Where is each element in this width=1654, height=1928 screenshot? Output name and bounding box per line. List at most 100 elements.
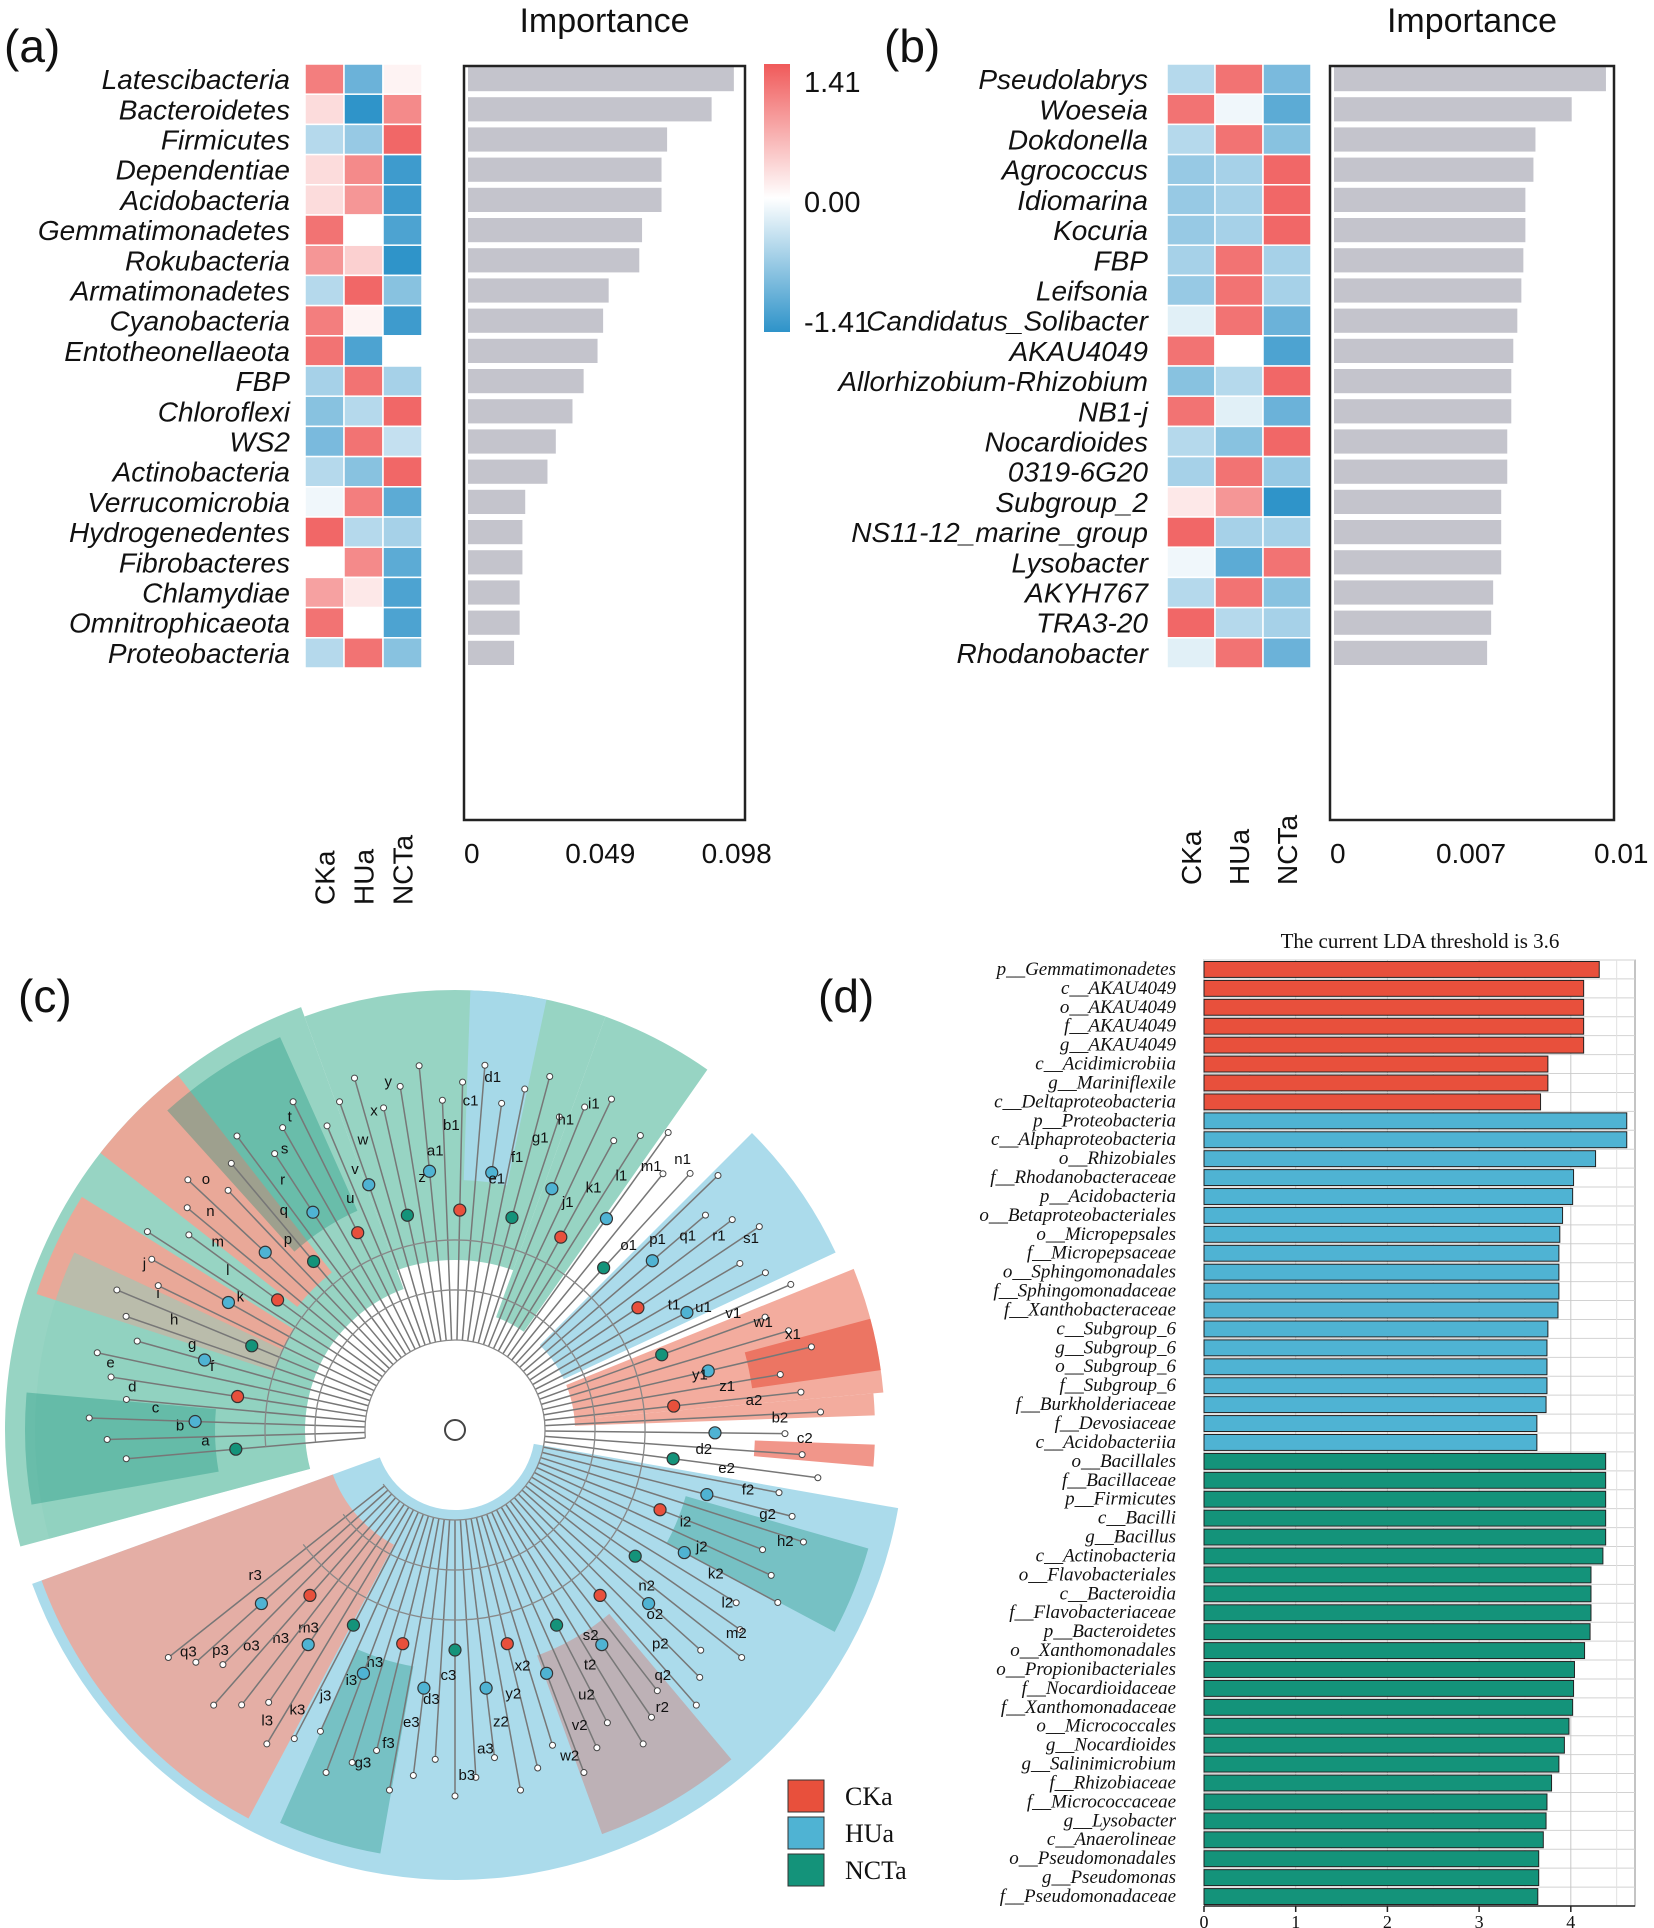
heatmap-cell-hua <box>1214 637 1264 669</box>
clade-sector-hua <box>463 990 547 1186</box>
cladogram-branch <box>538 1461 763 1551</box>
lda-x-tick-label: 4 <box>1566 1912 1575 1928</box>
lda-label-c-subgroup-6: c__Subgroup_6 <box>1056 1318 1176 1339</box>
importance-bar <box>468 640 515 665</box>
heatmap-cell-ncta <box>1262 123 1312 156</box>
cladogram-node-label: k1 <box>586 1179 602 1196</box>
lda-bar-c-deltaproteobacteria <box>1203 1093 1542 1111</box>
heatmap-cell-cka <box>304 335 345 367</box>
cladogram-leaf-node <box>807 1343 815 1351</box>
cladogram-marker-node-hua <box>356 1666 371 1680</box>
heatmap-cell-ncta <box>382 395 423 428</box>
heatmap-cell-cka <box>304 93 345 126</box>
heatmap-cell-ncta <box>382 63 423 95</box>
cladogram-branch <box>125 1315 371 1402</box>
cladogram-leaf-node <box>610 1137 618 1145</box>
cladogram-node-label: y2 <box>505 1686 521 1703</box>
cladogram-branch <box>543 1446 780 1494</box>
cladogram-leaf-node <box>472 1773 480 1781</box>
row-label-firmicutes: Firmicutes <box>161 125 290 156</box>
lda-label-c-akau4049: c__AKAU4049 <box>1061 978 1177 999</box>
cladogram-marker-node-hua <box>545 1182 559 1196</box>
x-tick-label: 0.098 <box>702 838 772 869</box>
cladogram-leaf-node <box>696 1673 704 1681</box>
cladogram-node-label: m2 <box>726 1625 747 1642</box>
row-label-allorhizobium-rhizobium: Allorhizobium-Rhizobium <box>836 366 1148 397</box>
cladogram-marker-node-ncta <box>666 1452 680 1466</box>
cladogram-node-label: r <box>280 1171 285 1188</box>
heatmap-cell-cka <box>304 425 345 458</box>
importance-bar <box>1334 520 1502 545</box>
lda-label-c-deltaproteobacteria: c__Deltaproteobacteria <box>994 1091 1176 1112</box>
cladogram-leaf-node <box>185 1231 193 1239</box>
cladogram-node-label: f2 <box>742 1482 755 1499</box>
heatmap-cell-cka <box>1166 576 1216 609</box>
cladogram-marker-node-hua <box>599 1212 614 1226</box>
cladogram-leaf-node <box>385 1786 393 1794</box>
cladogram-branch <box>213 1497 397 1706</box>
row-label-nocardioides: Nocardioides <box>985 427 1148 458</box>
heatmap-cell-ncta <box>1262 214 1312 246</box>
cladogram-leaf-node <box>122 1395 130 1403</box>
cladogram-leaf-node <box>148 1255 156 1263</box>
heatmap-cell-hua <box>343 335 384 367</box>
lda-label-p-firmicutes: p__Firmicutes <box>1063 1489 1176 1510</box>
cladogram-branch <box>319 1511 419 1732</box>
lda-bar-c-actinobacteria <box>1203 1547 1604 1565</box>
heatmap-column-label: HUa <box>349 849 380 905</box>
lda-bar-f-akau4049 <box>1203 1017 1585 1035</box>
cladogram-node-label: m3 <box>298 1620 319 1637</box>
cladogram-marker-node-hua <box>595 1637 609 1652</box>
chart-title: Importance <box>519 2 689 40</box>
cladogram-node-label: b1 <box>443 1117 460 1134</box>
clade-sector-ncta <box>35 1252 320 1539</box>
lda-bar-c-subgroup-6 <box>1203 1320 1549 1338</box>
cladogram-leaf-node <box>143 1228 151 1236</box>
cladogram-leaf-node <box>265 1698 273 1706</box>
cladogram-branch <box>482 1116 561 1345</box>
row-label-idiomarina: Idiomarina <box>1017 185 1148 216</box>
heatmap-cell-ncta <box>382 123 423 156</box>
cladogram-node-label: m1 <box>641 1158 662 1175</box>
lda-label-o-propionibacteriales: o__Propionibacteriales <box>996 1659 1176 1680</box>
cladogram-node-label: i3 <box>346 1672 358 1689</box>
cladogram-leaf-node <box>775 1489 783 1497</box>
lda-label-g-nocardioides: g__Nocardioides <box>1046 1735 1176 1756</box>
cladogram-node-label: a2 <box>746 1392 763 1409</box>
cladogram-marker-node-cka <box>351 1226 365 1240</box>
cladogram-leaf-node <box>788 1512 796 1520</box>
cladogram-marker-node-hua <box>258 1245 272 1259</box>
importance-bar <box>468 580 520 605</box>
cladogram-node-label: c3 <box>441 1667 457 1684</box>
cladogram-leaf-node <box>233 1132 241 1140</box>
heatmap-cell-cka <box>304 63 345 95</box>
cladogram-node-label: p <box>284 1231 292 1248</box>
importance-bar <box>1334 550 1502 575</box>
cladogram-node-label: f3 <box>382 1735 395 1752</box>
heatmap-cell-hua <box>1214 153 1264 186</box>
lda-label-o-micrococcales: o__Micrococcales <box>1036 1716 1176 1737</box>
importance-bar <box>468 550 523 575</box>
cladogram-branch <box>274 1153 407 1356</box>
heatmap-cell-ncta <box>382 576 423 609</box>
heatmap-cell-ncta <box>1262 546 1312 579</box>
lda-label-o-betaproteobacteriales: o__Betaproteobacteriales <box>979 1205 1176 1226</box>
cladogram-branch <box>146 1231 380 1382</box>
row-label-hydrogenedentes: Hydrogenedentes <box>69 517 290 548</box>
importance-bar <box>468 338 598 363</box>
cladogram-marker-node-hua <box>708 1426 722 1440</box>
row-label-cyanobacteria: Cyanobacteria <box>109 306 290 337</box>
cladogram-leaf-node <box>580 1769 588 1777</box>
cladogram-branch <box>466 1103 503 1342</box>
heatmap-cell-hua <box>343 184 384 216</box>
heatmap-cell-hua <box>1214 214 1264 246</box>
importance-bar <box>1334 489 1502 514</box>
heatmap-cell-cka <box>1166 244 1216 277</box>
row-label-fibrobacteres: Fibrobacteres <box>119 547 290 578</box>
lda-bar-f-xanthomonadaceae <box>1203 1698 1574 1716</box>
cladogram-leaf-node <box>636 1131 644 1139</box>
lda-bar-o-betaproteobacteriales <box>1203 1206 1564 1224</box>
cladogram-node-label: s2 <box>583 1627 599 1644</box>
cladogram-node-label: w <box>356 1131 368 1148</box>
cladogram-node-label: j <box>142 1256 146 1273</box>
